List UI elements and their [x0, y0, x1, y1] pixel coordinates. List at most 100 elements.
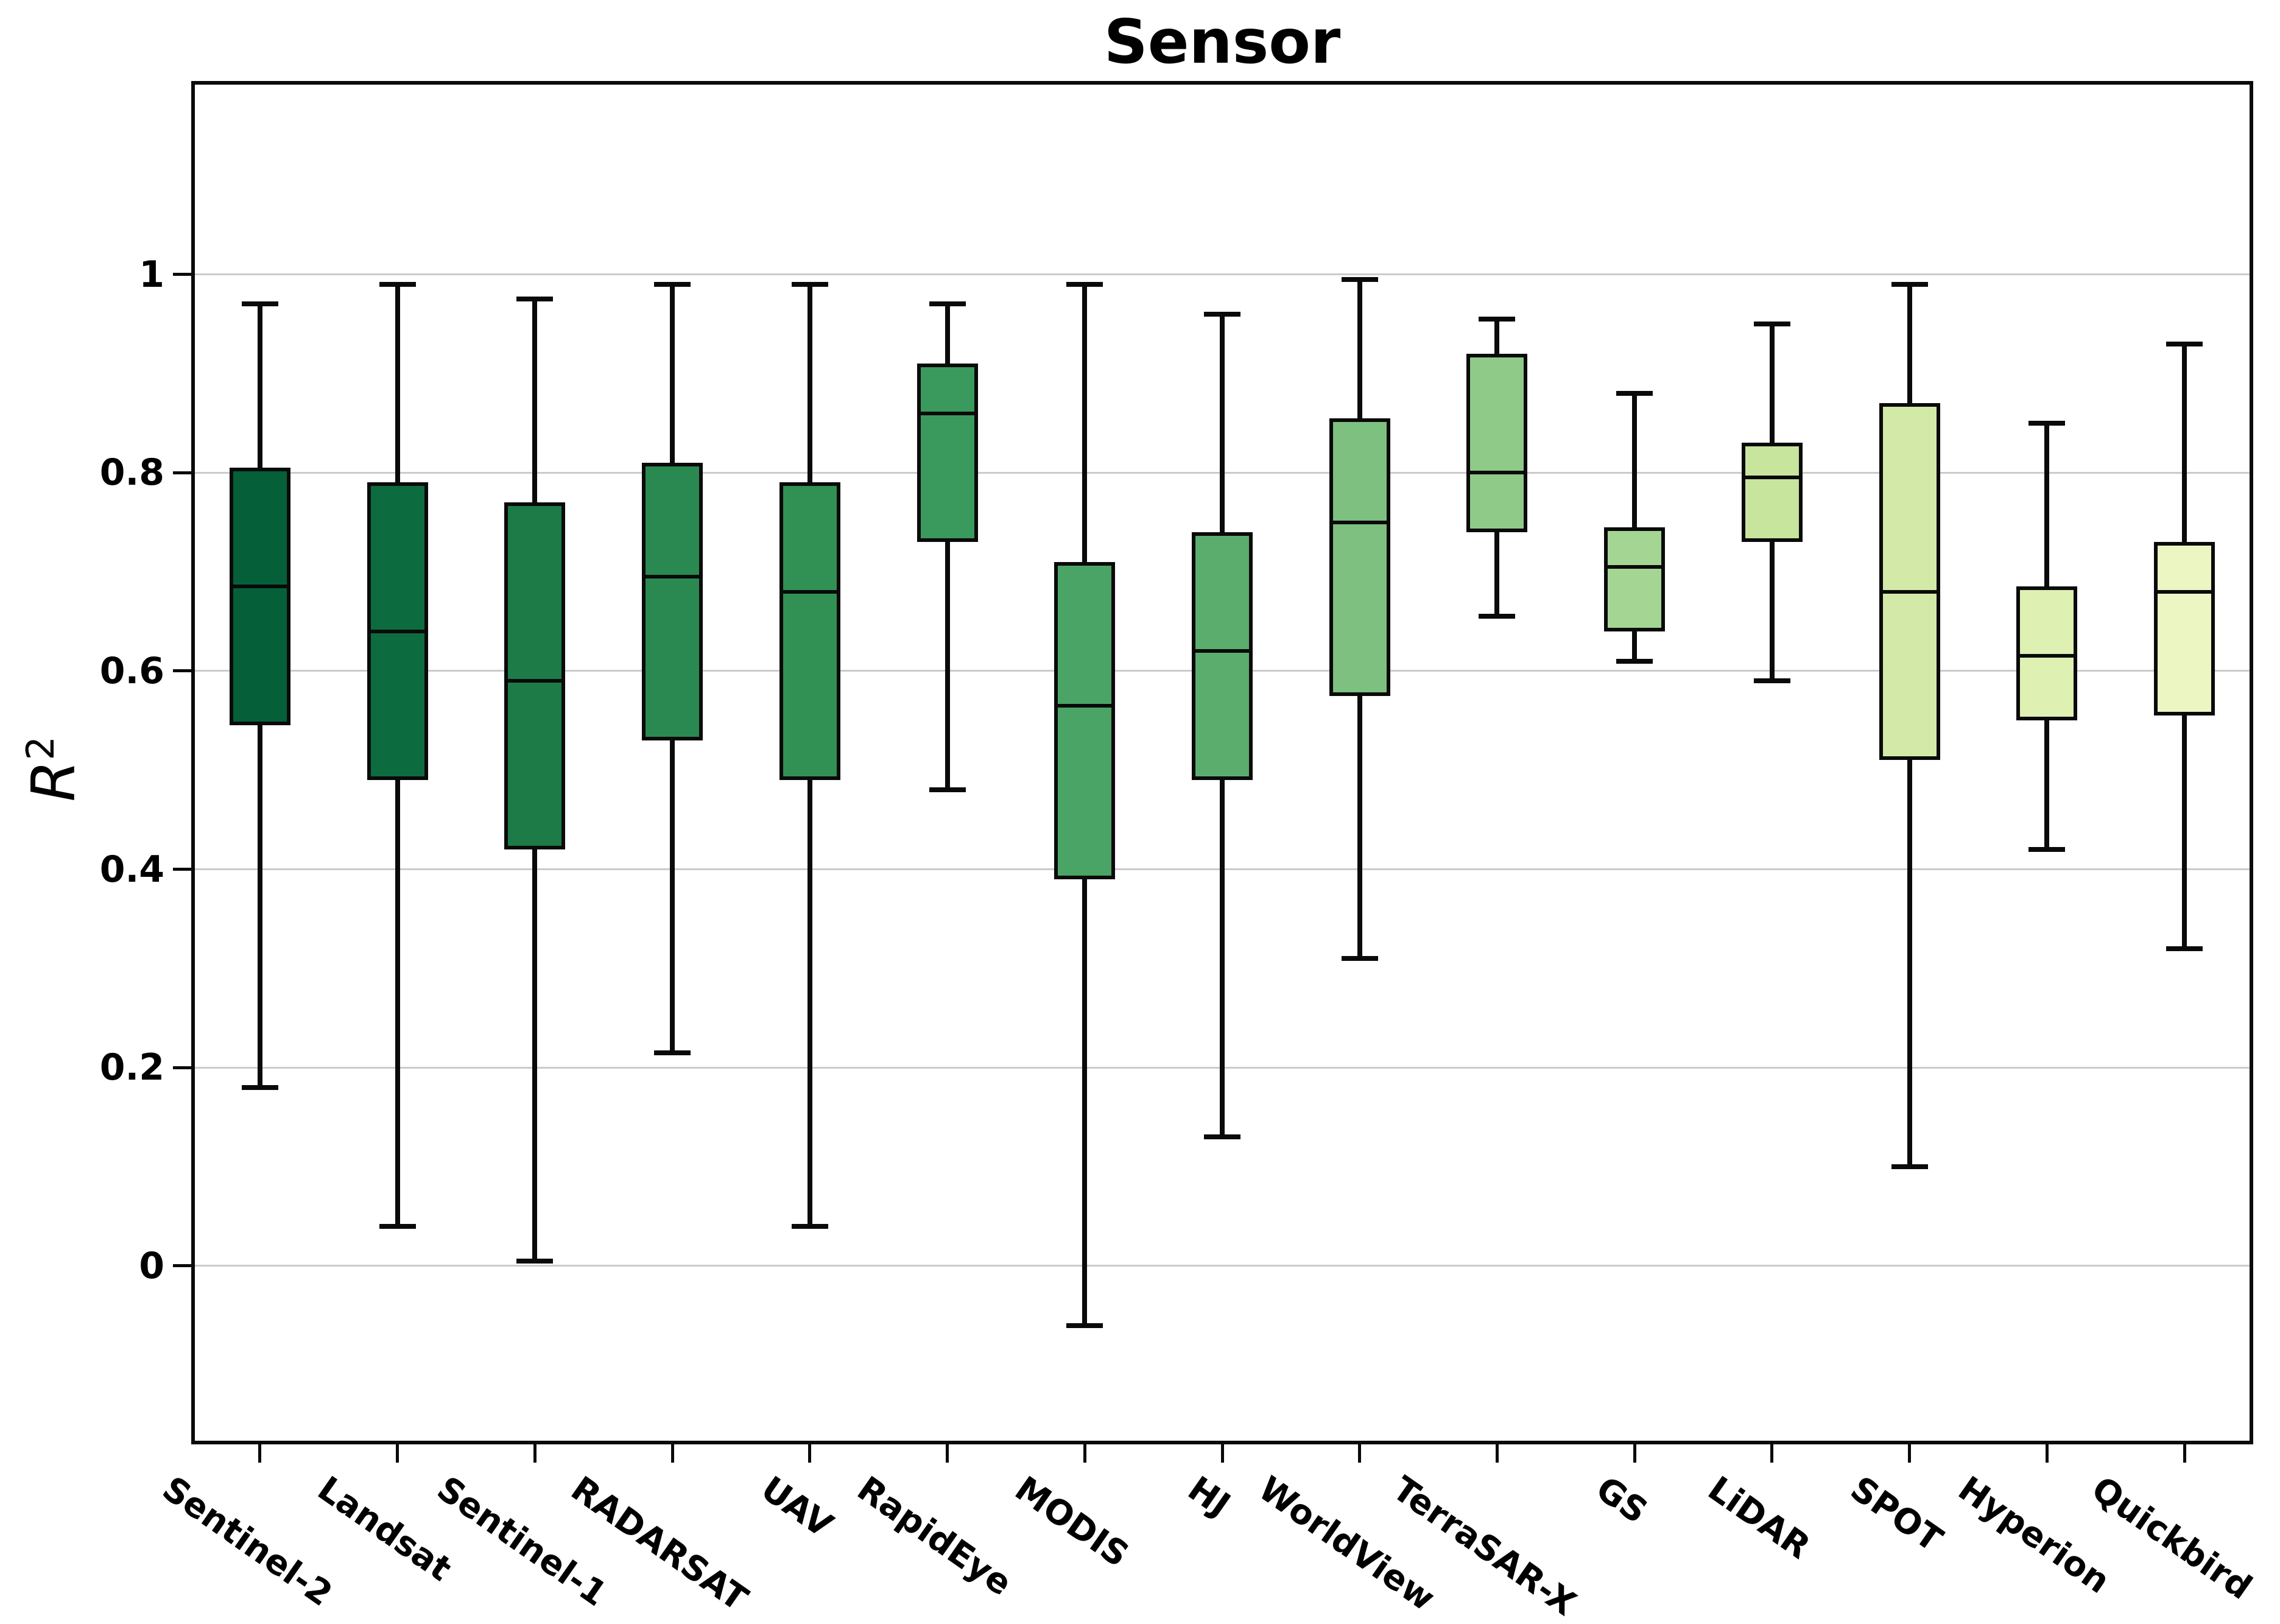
y-axis-tick [173, 669, 191, 673]
box-MODIS [1054, 561, 1116, 879]
box-Quickbird [2154, 542, 2215, 716]
y-axis-tick-label: 0.2 [99, 1046, 164, 1089]
whisker-cap-top [1753, 321, 1790, 326]
median-line [1329, 520, 1390, 524]
whisker-cap-top [241, 301, 278, 307]
box-SPOT [1879, 403, 1940, 761]
x-axis-tick [2183, 1444, 2186, 1463]
whisker-cap-top [1066, 281, 1103, 287]
x-axis-tick [808, 1444, 812, 1463]
whisker-cap-top [1479, 316, 1516, 322]
whisker-cap-top [654, 281, 691, 287]
median-line [1741, 476, 1803, 480]
whisker-line [945, 304, 950, 790]
x-axis-tick [396, 1444, 399, 1463]
whisker-cap-bottom [1891, 1164, 1928, 1170]
whisker-cap-bottom [379, 1223, 416, 1229]
whisker-cap-bottom [516, 1258, 554, 1264]
x-axis-category-label: SPOT [1843, 1469, 1950, 1560]
chart-title: Sensor [1103, 6, 1341, 77]
x-axis-tick [1083, 1444, 1086, 1463]
median-line [367, 629, 428, 633]
y-axis-tick [173, 273, 191, 276]
x-axis-tick [2045, 1444, 2049, 1463]
whisker-cap-top [1891, 281, 1928, 287]
y-axis-tick [173, 1066, 191, 1069]
box-GS [1604, 527, 1666, 631]
x-axis-category-label: Quickbird [2084, 1469, 2259, 1608]
x-axis-category-label: UAV [753, 1469, 840, 1546]
y-axis-tick-label: 0.4 [99, 848, 164, 891]
median-line [1604, 564, 1666, 569]
x-axis-tick [1770, 1444, 1774, 1463]
box-HJ [1192, 532, 1253, 780]
y-axis-tick [173, 868, 191, 871]
x-axis-tick [1358, 1444, 1362, 1463]
whisker-cap-bottom [1341, 956, 1378, 961]
y-axis-tick [173, 1264, 191, 1268]
median-line [2154, 589, 2215, 594]
x-axis-tick [533, 1444, 537, 1463]
x-axis-category-label: MODIS [1007, 1469, 1136, 1575]
whisker-cap-top [379, 281, 416, 287]
median-line [779, 589, 840, 594]
y-axis-label-base: R [19, 760, 89, 802]
y-axis-tick-label: 0.8 [99, 451, 164, 494]
whisker-cap-top [1204, 311, 1240, 317]
box-WorldView [1329, 418, 1390, 696]
whisker-cap-top [1616, 390, 1653, 396]
x-axis-category-label: GS [1589, 1469, 1655, 1532]
whisker-cap-bottom [654, 1050, 691, 1055]
x-axis-tick [258, 1444, 262, 1463]
whisker-cap-bottom [2028, 846, 2066, 852]
median-line [917, 411, 978, 415]
x-axis-tick [946, 1444, 949, 1463]
x-axis-category-label: HJ [1181, 1469, 1237, 1525]
gridline [191, 273, 2253, 276]
box-RADARSAT [642, 462, 703, 740]
y-axis-tick-label: 1 [139, 253, 164, 296]
x-axis-tick [1220, 1444, 1224, 1463]
whisker-cap-bottom [1204, 1134, 1240, 1140]
median-line [1879, 589, 1940, 594]
y-axis-tick [173, 471, 191, 474]
box-Sentinel-2 [229, 468, 290, 726]
whisker-cap-bottom [791, 1223, 828, 1229]
whisker-cap-bottom [1479, 614, 1516, 619]
whisker-cap-top [2166, 341, 2203, 346]
x-axis-category-label: Sentinel-2 [155, 1469, 339, 1615]
median-line [1192, 649, 1253, 653]
whisker-cap-top [516, 297, 554, 302]
x-axis-category-label: Hyperion [1951, 1469, 2117, 1601]
median-line [229, 585, 290, 589]
whisker-cap-bottom [1616, 658, 1653, 664]
whisker-cap-bottom [241, 1084, 278, 1090]
x-axis-category-label: LiDAR [1701, 1469, 1818, 1567]
gridline [191, 1265, 2253, 1267]
whisker-cap-top [791, 281, 828, 287]
whisker-cap-top [1341, 276, 1378, 282]
median-line [1466, 471, 1528, 475]
x-axis-tick [1908, 1444, 1912, 1463]
whisker-cap-top [929, 301, 966, 307]
median-line [1054, 703, 1116, 708]
median-line [2016, 654, 2078, 658]
median-line [642, 575, 703, 579]
x-axis-category-label: RapidEye [850, 1469, 1019, 1604]
y-axis-label: R2 [18, 678, 89, 860]
box-RapidEye [917, 364, 978, 543]
box-Sentinel-1 [504, 502, 566, 849]
y-axis-tick-label: 0 [139, 1244, 164, 1287]
median-line [504, 679, 566, 683]
whisker-cap-bottom [1066, 1323, 1103, 1328]
box-Hyperion [2016, 586, 2078, 721]
x-axis-tick [1633, 1444, 1636, 1463]
x-axis-tick [670, 1444, 674, 1463]
whisker-cap-top [2028, 420, 2066, 426]
x-axis-category-label: Landsat [310, 1469, 459, 1589]
whisker-cap-bottom [1753, 678, 1790, 684]
box-TerraSAR-X [1466, 353, 1528, 532]
x-axis-tick [1495, 1444, 1499, 1463]
whisker-cap-bottom [929, 787, 966, 793]
